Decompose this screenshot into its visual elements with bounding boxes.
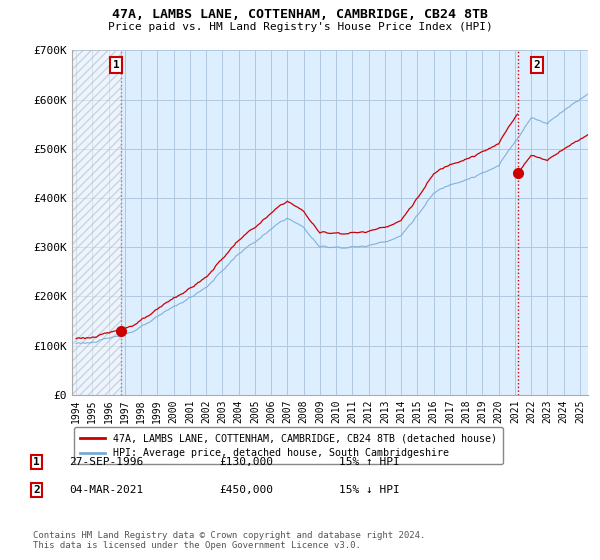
Legend: 47A, LAMBS LANE, COTTENHAM, CAMBRIDGE, CB24 8TB (detached house), HPI: Average p: 47A, LAMBS LANE, COTTENHAM, CAMBRIDGE, C…	[74, 427, 503, 464]
Bar	[72, 50, 121, 395]
Text: Price paid vs. HM Land Registry's House Price Index (HPI): Price paid vs. HM Land Registry's House …	[107, 22, 493, 32]
Text: £450,000: £450,000	[219, 485, 273, 495]
Text: 27-SEP-1996: 27-SEP-1996	[69, 457, 143, 467]
Text: 15% ↑ HPI: 15% ↑ HPI	[339, 457, 400, 467]
Text: £130,000: £130,000	[219, 457, 273, 467]
Text: 1: 1	[113, 60, 119, 70]
Text: 1: 1	[33, 457, 40, 467]
Text: 2: 2	[534, 60, 541, 70]
Text: 47A, LAMBS LANE, COTTENHAM, CAMBRIDGE, CB24 8TB: 47A, LAMBS LANE, COTTENHAM, CAMBRIDGE, C…	[112, 8, 488, 21]
Text: 2: 2	[33, 485, 40, 495]
Text: 15% ↓ HPI: 15% ↓ HPI	[339, 485, 400, 495]
Text: Contains HM Land Registry data © Crown copyright and database right 2024.
This d: Contains HM Land Registry data © Crown c…	[33, 531, 425, 550]
Text: 04-MAR-2021: 04-MAR-2021	[69, 485, 143, 495]
